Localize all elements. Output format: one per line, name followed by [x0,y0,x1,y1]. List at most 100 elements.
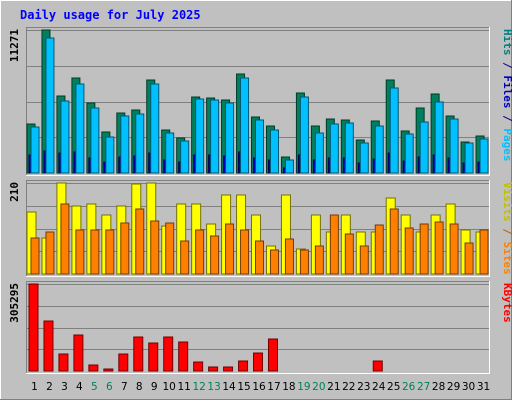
visits-bar-sites-day-5 [90,229,100,275]
hits-bar-pages-day-3 [60,100,70,174]
kbytes-bar-kbytes-day-6 [103,368,114,372]
hits-bar-pages-day-26 [404,133,414,174]
hits-bar-pages-day-21 [329,123,339,174]
hits-bar-pages-day-27 [419,121,429,174]
x-tick-label-day-18: 18 [282,381,295,393]
visits-bar-sites-day-3 [60,203,70,275]
visits-bar-sites-day-23 [359,245,369,275]
x-tick-label-day-29: 29 [447,381,460,393]
kbytes-bar-kbytes-day-1 [28,283,39,372]
panel-visits: 210 Visits / Sites [8,180,512,277]
kbytes-bar-kbytes-day-12 [193,361,204,372]
visits-legend-item-0: Visits [501,182,512,222]
kbytes-bar-kbytes-day-13 [208,366,219,372]
kbytes-bar-kbytes-day-8 [133,336,144,372]
x-tick-label-day-19: 19 [297,381,310,393]
hits-bar-pages-day-16 [255,119,265,174]
hits-bar-pages-day-12 [195,98,205,174]
hits-bar-pages-day-31 [479,138,489,174]
x-tick-label-day-14: 14 [222,381,236,393]
kbytes-axis-max-label: 305295 [8,283,21,323]
x-tick-label-day-6: 6 [106,381,113,393]
kbytes-legend: KBytes [501,283,512,323]
visits-bar-sites-day-17 [269,249,279,275]
visits-bar-sites-day-25 [389,208,399,275]
x-tick-label-day-3: 3 [61,381,68,393]
visits-bar-sites-day-1 [30,237,40,275]
visits-bar-sites-day-14 [225,223,235,275]
kbytes-bar-kbytes-day-15 [238,360,249,372]
x-tick-label-day-24: 24 [372,381,386,393]
visits-bar-sites-day-21 [329,214,339,275]
visits-bar-sites-day-26 [404,227,414,275]
panel-kbytes: 305295 KBytes [8,281,512,374]
hits-bar-pages-day-5 [90,107,100,174]
hits-legend: Hits / Files / Pages [501,29,512,162]
visits-bar-sites-day-20 [314,245,324,275]
hits-bar-pages-day-29 [449,118,459,174]
x-tick-label-day-22: 22 [342,381,355,393]
x-axis-labels: 1 2 3 4 5 6 7 8 9 10 11 12 13 14 15 16 17 18 19 20 21 22 23 24 2… [31,381,490,393]
visits-bar-sites-day-16 [255,240,265,275]
hits-legend-item-4: Pages [501,128,512,161]
visits-bar-sites-day-18 [284,238,294,275]
hits-bar-pages-day-25 [389,87,399,174]
visits-bar-sites-day-9 [150,220,160,275]
visits-bar-sites-day-11 [180,240,190,275]
visits-bar-sites-day-6 [105,229,115,275]
x-tick-label-day-16: 16 [252,381,266,393]
hits-bar-pages-day-10 [165,132,175,174]
visits-legend: Visits / Sites [501,182,512,275]
panels: 11271 Hits / Files / Pages 210 Visits / Sit… [8,27,512,374]
hits-bar-pages-day-11 [180,140,190,174]
x-tick-label-day-20: 20 [312,381,325,393]
hits-bar-pages-day-15 [240,77,250,174]
visits-bar-sites-day-12 [195,229,205,275]
visits-bar-sites-day-13 [210,235,220,275]
hits-bar-pages-day-22 [344,122,354,174]
hits-legend-item-0: Hits [501,29,512,56]
hits-legend-item-1: / [501,56,512,76]
x-tick-label-day-10: 10 [163,381,176,393]
x-tick-label-day-8: 8 [136,381,143,393]
hits-bar-pages-day-7 [120,115,130,174]
x-tick-label-day-12: 12 [192,381,205,393]
hits-bar-pages-day-19 [299,96,309,174]
hits-bar-pages-day-17 [269,129,279,174]
hits-bar-pages-day-13 [210,99,220,174]
x-tick-label-day-11: 11 [177,381,190,393]
visits-bar-sites-day-2 [45,231,55,275]
x-tick-label-day-23: 23 [357,381,370,393]
hits-bar-pages-day-30 [464,142,474,174]
x-tick-label-day-1: 1 [31,381,38,393]
visits-bar-sites-day-24 [374,224,384,275]
hits-legend-item-3: / [501,109,512,129]
x-tick-label-day-5: 5 [91,381,98,393]
x-tick-label-day-17: 17 [267,381,280,393]
visits-bars [26,182,489,275]
visits-legend-item-2: Sites [501,242,512,275]
visits-bar-sites-day-28 [434,221,444,275]
kbytes-bars [28,283,383,372]
hits-axis-max-label: 11271 [8,29,21,62]
visits-bar-sites-day-29 [449,223,459,275]
kbytes-bar-kbytes-day-11 [178,341,189,372]
x-tick-label-day-30: 30 [462,381,475,393]
x-tick-label-day-15: 15 [237,381,250,393]
x-tick-label-day-2: 2 [46,381,53,393]
hits-bar-pages-day-28 [434,101,444,174]
hits-bars [26,29,489,174]
visits-bar-sites-day-27 [419,223,429,275]
hits-bar-pages-day-23 [359,142,369,174]
kbytes-bar-kbytes-day-24 [372,360,383,372]
hits-legend-item-2: Files [501,75,512,108]
x-tick-label-day-25: 25 [387,381,400,393]
x-tick-label-day-7: 7 [121,381,128,393]
x-tick-label-day-31: 31 [477,381,490,393]
x-tick-label-day-9: 9 [151,381,158,393]
hits-bar-pages-day-9 [150,83,160,174]
visits-bar-sites-day-22 [344,233,354,275]
hits-bar-pages-day-8 [135,113,145,174]
kbytes-bar-kbytes-day-5 [88,364,99,372]
kbytes-bar-kbytes-day-17 [267,338,278,372]
